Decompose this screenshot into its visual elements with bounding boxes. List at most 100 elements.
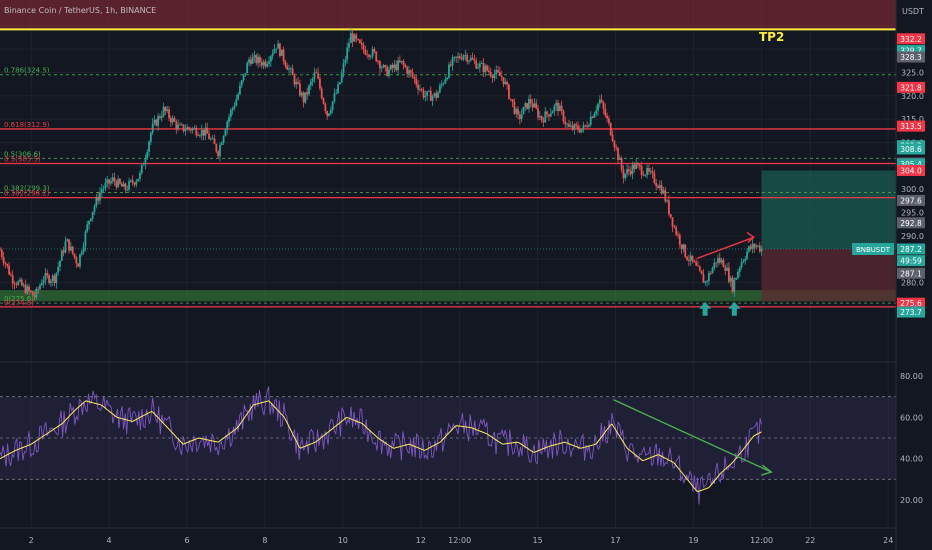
price-label-text: 287.2 xyxy=(900,245,922,254)
candle-body xyxy=(588,125,590,127)
candle-body xyxy=(520,114,523,119)
candle-body xyxy=(422,89,425,98)
candle-body xyxy=(133,182,136,185)
candle-body xyxy=(751,243,754,249)
candle-body xyxy=(286,65,289,70)
candle-body xyxy=(106,179,109,183)
candle-body xyxy=(580,128,583,133)
candle-body xyxy=(229,110,232,117)
candle-body xyxy=(480,63,483,64)
currency-label: USDT xyxy=(902,7,924,16)
price-label-box xyxy=(897,255,925,267)
candle-body xyxy=(348,43,350,48)
candle-body xyxy=(660,185,663,194)
candle-body xyxy=(322,98,325,104)
candle-body xyxy=(702,274,705,283)
candle-body xyxy=(718,258,721,263)
candle-body xyxy=(495,70,498,75)
candle-body xyxy=(213,138,216,145)
candle-body xyxy=(299,83,301,96)
x-tick-label: 8 xyxy=(262,536,267,545)
candle-body xyxy=(191,128,194,131)
candle-body xyxy=(595,110,598,114)
candle-body xyxy=(553,105,556,112)
candle-body xyxy=(738,267,741,272)
candle-body xyxy=(704,281,707,283)
candle-body xyxy=(42,280,45,284)
fib-level-label: 0.786(324.5) xyxy=(4,67,50,75)
candle-body xyxy=(233,105,236,109)
candle-body xyxy=(746,251,748,259)
candle-body xyxy=(753,243,756,248)
candle-body xyxy=(473,59,476,62)
x-tick-label: 2 xyxy=(29,536,34,545)
candle-body xyxy=(687,259,690,261)
candle-body xyxy=(457,56,459,58)
candle-body xyxy=(335,92,338,94)
candle-body xyxy=(667,200,670,214)
candle-body xyxy=(544,111,547,123)
candle-body xyxy=(573,124,576,130)
candle-body xyxy=(19,279,21,282)
candle-body xyxy=(175,121,178,129)
candle-body xyxy=(562,110,565,122)
candle-body xyxy=(740,262,743,268)
x-tick-label: 17 xyxy=(610,536,620,545)
candle-body xyxy=(128,181,130,190)
candle-body xyxy=(231,108,234,111)
candle-body xyxy=(504,81,507,85)
candle-body xyxy=(211,138,214,140)
candle-body xyxy=(597,103,599,111)
candle-body xyxy=(51,275,54,281)
rsi-downtrend-line xyxy=(613,399,772,473)
candle-body xyxy=(366,54,369,56)
candle-body xyxy=(511,99,514,103)
red-uptrend-arrowhead xyxy=(746,231,755,243)
red-level-label: 0.382(298.2) xyxy=(4,190,50,198)
fib-level-label: 0(275.6) xyxy=(4,295,34,303)
candle-body xyxy=(669,213,672,218)
price-label-text: 304.0 xyxy=(900,167,922,176)
candle-body xyxy=(671,217,674,227)
candle-body xyxy=(735,277,738,280)
candle-body xyxy=(197,135,200,137)
candle-body xyxy=(75,257,78,264)
rsi-tick-label: 60.00 xyxy=(900,413,923,422)
candle-body xyxy=(219,145,221,157)
candle-body xyxy=(518,114,521,119)
candle-body xyxy=(308,85,310,95)
candle-body xyxy=(262,61,265,66)
candle-body xyxy=(89,218,92,221)
candle-body xyxy=(280,49,283,56)
candle-body xyxy=(326,111,329,116)
candle-body xyxy=(264,61,267,67)
y-tick-label: 295.0 xyxy=(901,209,924,218)
candle-body xyxy=(533,103,536,108)
candle-body xyxy=(139,172,141,179)
rsi-tick-label: 80.00 xyxy=(900,372,923,381)
candle-body xyxy=(391,65,394,69)
candle-body xyxy=(653,173,656,183)
candle-body xyxy=(0,249,1,251)
price-label-text: 305.4 xyxy=(900,160,922,169)
candle-body xyxy=(333,93,336,102)
candle-body xyxy=(486,65,489,71)
candle-body xyxy=(13,283,16,285)
candle-body xyxy=(375,51,378,62)
candle-body xyxy=(169,117,172,123)
candle-body xyxy=(711,267,714,274)
candle-body xyxy=(242,74,245,81)
candle-body xyxy=(30,290,32,292)
candle-body xyxy=(731,277,734,293)
candle-body xyxy=(226,121,229,130)
x-tick-label: 4 xyxy=(107,536,112,545)
candle-body xyxy=(378,61,381,69)
candle-body xyxy=(506,81,509,85)
candle-body xyxy=(386,67,389,76)
candle-body xyxy=(484,65,487,73)
candle-body xyxy=(578,129,581,133)
candle-body xyxy=(124,183,127,190)
candle-body xyxy=(342,63,345,73)
candle-body xyxy=(288,68,290,70)
